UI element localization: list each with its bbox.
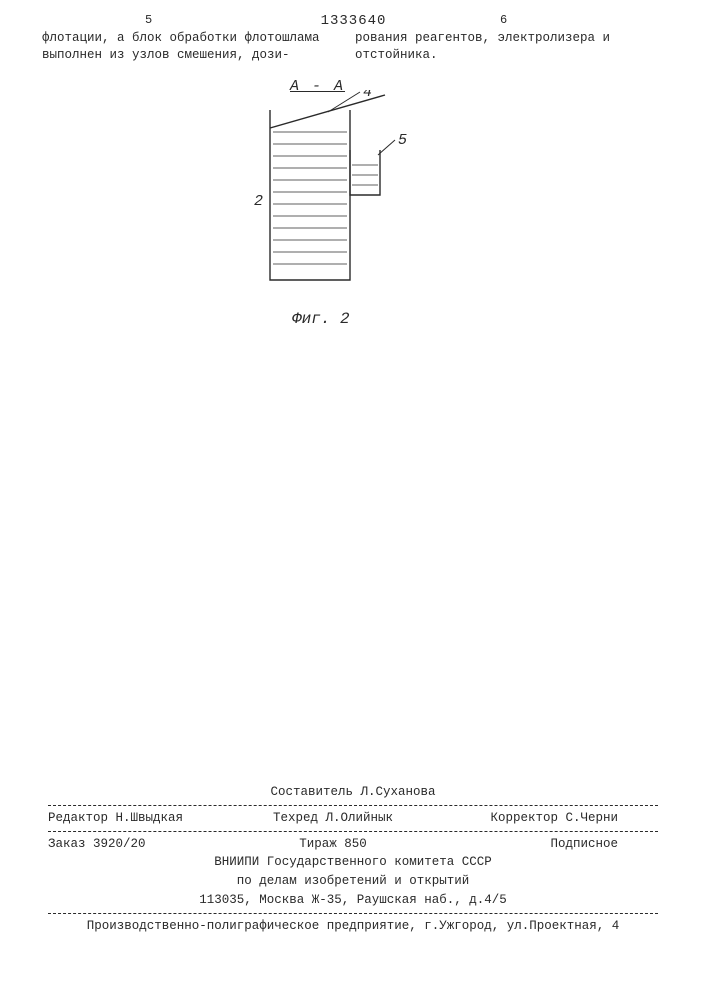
divider	[48, 913, 658, 914]
figure-2-diagram: 2 4 5	[230, 90, 440, 300]
svg-text:2: 2	[254, 193, 263, 210]
org-line-2: по делам изобретений и открытий	[48, 872, 658, 891]
body-text-left-column: флотации, а блок обработки флотошлама вы…	[42, 30, 322, 64]
figure-caption: Фиг. 2	[292, 310, 350, 328]
column-number-right: 6	[500, 13, 507, 27]
org-line-1: ВНИИПИ Государственного комитета СССР	[48, 853, 658, 872]
credits-row: Редактор Н.Швыдкая Техред Л.Олийнык Корр…	[48, 809, 658, 828]
corrector-credit: Корректор С.Черни	[428, 809, 658, 828]
print-row: Заказ 3920/20 Тираж 850 Подписное	[48, 835, 658, 854]
colophon-block: Составитель Л.Суханова Редактор Н.Швыдка…	[48, 783, 658, 935]
divider	[48, 831, 658, 832]
patent-number: 1333640	[0, 13, 707, 29]
compiler-line: Составитель Л.Суханова	[48, 783, 658, 802]
org-address: 113035, Москва Ж-35, Раушская наб., д.4/…	[48, 891, 658, 910]
techred-credit: Техред Л.Олийнык	[238, 809, 428, 828]
svg-text:4: 4	[363, 90, 372, 101]
editor-credit: Редактор Н.Швыдкая	[48, 809, 238, 828]
print-order: Заказ 3920/20	[48, 835, 238, 854]
body-text-right-column: рования реагентов, электролизера и отсто…	[355, 30, 655, 64]
divider	[48, 805, 658, 806]
printer-line: Производственно-полиграфическое предприя…	[48, 917, 658, 936]
svg-text:5: 5	[398, 132, 407, 149]
column-number-left: 5	[145, 13, 152, 27]
print-tirazh: Тираж 850	[238, 835, 428, 854]
print-subscription: Подписное	[428, 835, 658, 854]
